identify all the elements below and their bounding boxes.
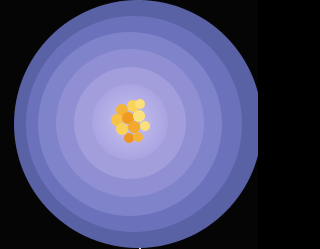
scene	[0, 0, 258, 249]
particle	[128, 121, 140, 133]
particle	[133, 132, 143, 142]
particle	[135, 99, 145, 109]
particle	[124, 133, 134, 143]
particle	[116, 123, 128, 135]
particle	[140, 121, 150, 131]
particle	[133, 110, 145, 122]
page	[0, 0, 258, 249]
